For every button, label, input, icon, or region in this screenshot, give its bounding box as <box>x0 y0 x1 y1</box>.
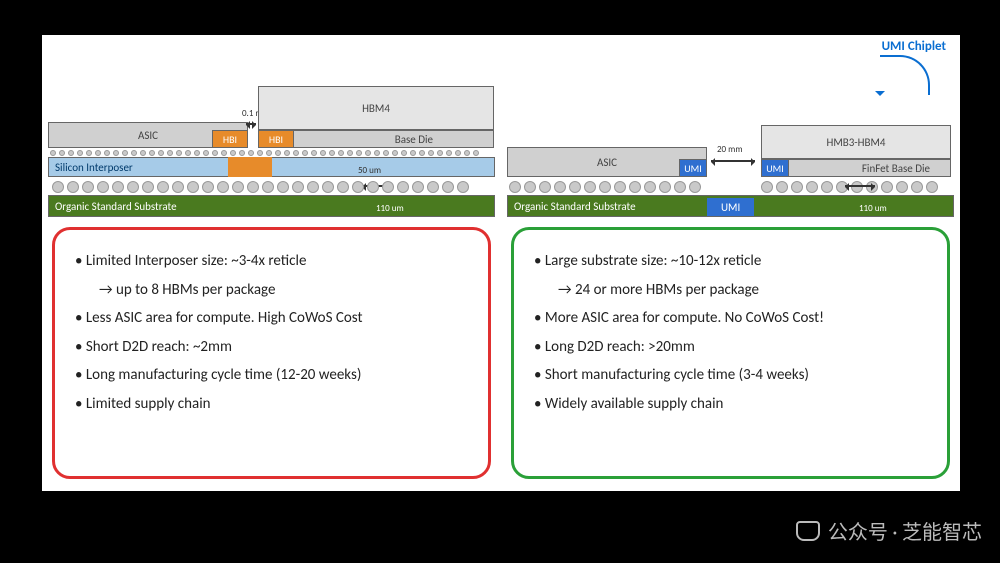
balls-right-r <box>761 181 938 193</box>
hbi-left-label: HBI <box>223 133 237 146</box>
substrate-label: Organic Standard Substrate <box>55 200 177 213</box>
bullets-umi: Large substrate size: ~10-12x reticle 24… <box>534 250 927 415</box>
bullets-hbi: Limited Interposer size: ~3-4x reticle u… <box>75 250 468 415</box>
watermark: 公众号 · 芝能智芯 <box>796 516 982 545</box>
b5: Limited supply chain <box>75 393 468 416</box>
bump-pitch-r: 110 um <box>859 203 887 214</box>
base-die-r-label: FinFet Base Die <box>862 162 930 175</box>
watermark-text: 公众号 · 芝能智芯 <box>828 516 982 545</box>
substrate: Organic Standard Substrate <box>48 195 495 217</box>
b3: Short D2D reach: ~2mm <box>75 336 468 359</box>
b1: Limited Interposer size: ~3-4x reticle <box>75 250 468 273</box>
umi-left-label: UMI <box>684 162 702 175</box>
bump-pitch-label: 110 um <box>376 203 404 214</box>
umi-left: UMI <box>679 159 707 177</box>
substrate-balls <box>52 181 469 193</box>
interposer-label: Silicon Interposer <box>55 161 133 174</box>
gap-r-label: 20 mm <box>717 144 743 155</box>
interposer-hbi-arrow <box>228 157 272 177</box>
hbm-r-label: HMB3-HBM4 <box>826 136 885 149</box>
slide: Organic Standard Substrate 110 um Silico… <box>42 35 960 491</box>
hbi-right: HBI <box>258 130 294 148</box>
b2: Less ASIC area for compute. High CoWoS C… <box>75 307 468 330</box>
panel-hbi: Organic Standard Substrate 110 um Silico… <box>42 35 501 491</box>
hbm-stack: HBM4 <box>258 86 494 130</box>
balls-left-r <box>509 181 701 193</box>
microbumps <box>50 150 479 156</box>
base-die-r: FinFet Base Die <box>761 159 951 177</box>
hbi-right-label: HBI <box>269 133 283 146</box>
die-gap-arrow <box>246 123 256 125</box>
wechat-icon <box>796 521 820 541</box>
asic-r-label: ASIC <box>597 156 617 169</box>
umi-right: UMI <box>761 159 789 177</box>
bump-pitch-arrow-r <box>845 185 875 187</box>
rb1s: 24 or more HBMs per package <box>558 279 927 302</box>
microbump-label: 50 um <box>358 165 381 176</box>
hbm-stack-r: HMB3-HBM4 <box>761 125 951 159</box>
rb4: Short manufacturing cycle time (3-4 week… <box>534 364 927 387</box>
b4: Long manufacturing cycle time (12-20 wee… <box>75 364 468 387</box>
asic-label: ASIC <box>138 129 158 142</box>
umi-right-label: UMI <box>766 162 784 175</box>
b1s: up to 8 HBMs per package <box>99 279 468 302</box>
card-umi: Large substrate size: ~10-12x reticle 24… <box>511 227 950 479</box>
rb5: Widely available supply chain <box>534 393 927 416</box>
panel-umi: UMI Chiplet Organic Standard Substrate U… <box>501 35 960 491</box>
hbm-label: HBM4 <box>362 102 390 115</box>
card-hbi: Limited Interposer size: ~3-4x reticle u… <box>52 227 491 479</box>
diagram-hbi: Organic Standard Substrate 110 um Silico… <box>48 41 495 217</box>
diagram-umi: Organic Standard Substrate UMI 110 um AS… <box>507 41 954 217</box>
base-die-label: Base Die <box>395 133 433 146</box>
substrate-r-label: Organic Standard Substrate <box>514 200 636 213</box>
asic-r: ASIC <box>507 147 707 177</box>
hbi-left: HBI <box>212 130 248 148</box>
rb2: More ASIC area for compute. No CoWoS Cos… <box>534 307 927 330</box>
rb1: Large substrate size: ~10-12x reticle <box>534 250 927 273</box>
rb3: Long D2D reach: >20mm <box>534 336 927 359</box>
gap-r-arrow <box>711 160 755 162</box>
substrate-umi-label: UMI <box>721 201 740 214</box>
substrate-umi-link: UMI <box>707 198 754 216</box>
